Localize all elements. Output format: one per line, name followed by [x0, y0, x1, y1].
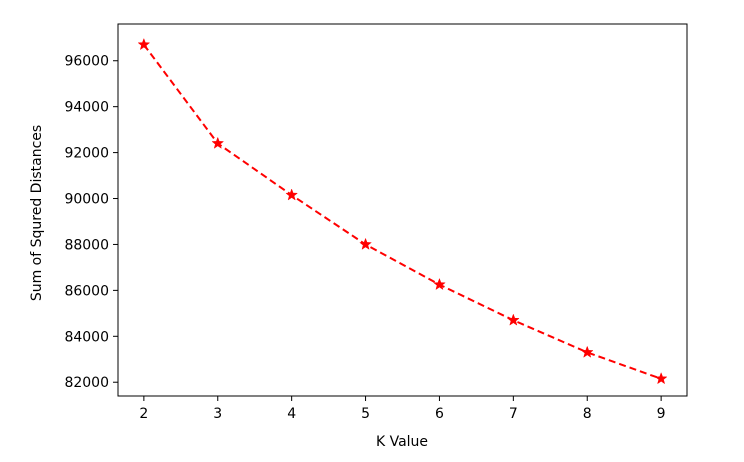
- x-tick-label: 6: [435, 406, 444, 422]
- y-tick-label: 84000: [64, 329, 109, 345]
- y-tick-label: 88000: [64, 237, 109, 253]
- data-point-marker: [211, 136, 225, 149]
- data-point-marker: [285, 188, 299, 201]
- x-axis-ticks: 2 3 4 5 6 7 8 9: [139, 396, 666, 422]
- x-axis-title: K Value: [376, 434, 428, 450]
- series-line: [143, 44, 662, 380]
- x-tick-label: 2: [139, 406, 148, 422]
- data-point-marker: [654, 372, 668, 385]
- data-point-marker: [433, 277, 446, 291]
- x-tick-label: 4: [287, 406, 296, 422]
- data-point-marker: [137, 37, 151, 51]
- x-tick-label: 5: [361, 406, 370, 422]
- y-axis-title: Sum of Squred Distances: [29, 125, 45, 301]
- x-tick-label: 3: [213, 406, 222, 422]
- x-tick-label: 7: [509, 406, 518, 422]
- data-point-marker: [359, 237, 372, 250]
- y-tick-label: 94000: [64, 100, 109, 116]
- x-tick-label: 8: [583, 406, 592, 422]
- y-tick-label: 92000: [64, 146, 109, 162]
- x-tick-label: 9: [657, 406, 666, 422]
- y-tick-label: 82000: [64, 375, 109, 391]
- y-tick-label: 96000: [64, 54, 109, 70]
- data-point-marker: [580, 345, 594, 358]
- series-group: [137, 37, 668, 385]
- data-point-marker: [506, 313, 520, 326]
- y-tick-label: 90000: [64, 192, 109, 208]
- y-tick-label: 86000: [64, 283, 109, 299]
- plot-area-frame: [117, 23, 688, 397]
- y-axis-ticks: 82000 84000 86000 88000 90000 92000 94000 96000: [64, 54, 118, 391]
